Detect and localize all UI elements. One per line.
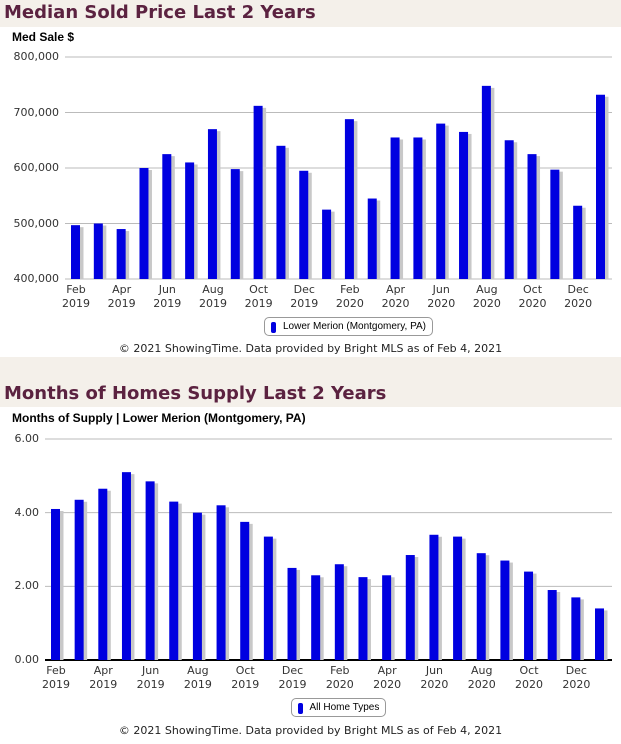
- bar: [230, 169, 240, 279]
- bar: [98, 488, 108, 660]
- bar: [263, 536, 273, 660]
- bar: [547, 590, 557, 660]
- x-tick-label: Jun 2020: [427, 283, 456, 310]
- bar: [436, 123, 446, 279]
- bar: [192, 512, 202, 660]
- axis-title: Med Sale $: [12, 30, 75, 44]
- x-tick-label: Oct 2020: [515, 664, 544, 691]
- bar: [596, 94, 605, 280]
- x-tick-label: Aug 2020: [467, 664, 496, 691]
- bar: [121, 472, 131, 660]
- x-tick-label: Oct 2020: [518, 283, 547, 310]
- x-tick-label: Feb 2019: [42, 664, 70, 691]
- x-tick-label: Dec 2019: [290, 283, 319, 310]
- x-tick-label: Dec 2019: [278, 664, 307, 691]
- bar: [253, 105, 263, 279]
- bar: [169, 501, 179, 660]
- x-tick-label: Apr 2020: [381, 283, 410, 310]
- bar: [405, 555, 415, 660]
- x-tick-label: Jun 2020: [420, 664, 449, 691]
- legend-label: Lower Merion (Montgomery, PA): [283, 321, 427, 332]
- bar: [334, 564, 344, 660]
- chart-title: Median Sold Price Last 2 Years: [4, 2, 316, 23]
- bar: [459, 131, 469, 279]
- footer: © 2021 ShowingTime. Data provided by Bri…: [118, 342, 503, 355]
- y-tick-label: 800,000: [13, 50, 60, 63]
- bar: [453, 536, 463, 660]
- bar: [390, 137, 400, 279]
- x-tick-label: Feb 2020: [325, 664, 354, 691]
- bar: [367, 198, 377, 279]
- bar: [571, 597, 581, 660]
- x-tick-label: Dec 2020: [562, 664, 591, 691]
- bar: [145, 481, 155, 660]
- bar: [322, 209, 332, 279]
- bar: [276, 145, 286, 279]
- y-tick-label: 0.00: [14, 653, 40, 666]
- bar: [240, 521, 250, 660]
- x-tick-label: Apr 2020: [373, 664, 402, 691]
- bar: [500, 560, 510, 660]
- bar: [344, 119, 354, 279]
- y-tick-label: 2.00: [14, 579, 40, 593]
- footer: © 2021 ShowingTime. Data provided by Bri…: [118, 724, 503, 737]
- axis-title: Months of Supply | Lower Merion (Montgom…: [12, 411, 306, 425]
- bar: [550, 169, 560, 279]
- legend: All Home Types: [290, 698, 387, 717]
- x-tick-label: Oct 2019: [244, 283, 273, 310]
- bar: [527, 154, 537, 279]
- legend-label: All Home Types: [309, 702, 380, 713]
- bar: [358, 577, 368, 660]
- x-tick-label: Aug 2019: [183, 664, 212, 691]
- bar: [207, 129, 217, 279]
- legend-swatch: [297, 703, 303, 714]
- bar: [382, 575, 392, 660]
- bar: [311, 575, 321, 660]
- bar: [504, 140, 514, 279]
- bar: [71, 225, 80, 279]
- bar: [162, 154, 172, 279]
- x-tick-label: Feb 2020: [335, 283, 364, 310]
- bar: [216, 505, 226, 660]
- bar: [299, 170, 309, 279]
- bar: [429, 534, 439, 660]
- y-tick-label: 6.00: [14, 432, 40, 445]
- legend-swatch: [271, 322, 276, 333]
- bar: [573, 205, 583, 279]
- x-tick-label: Apr 2019: [89, 664, 118, 691]
- x-tick-label: Jun 2019: [153, 283, 182, 310]
- x-tick-label: Jun 2019: [136, 664, 165, 691]
- bar: [93, 223, 103, 279]
- bar: [287, 567, 297, 660]
- bar: [413, 137, 423, 279]
- bar: [595, 608, 604, 660]
- bar: [116, 229, 126, 279]
- x-tick-label: Dec 2020: [564, 283, 593, 310]
- x-tick-label: Aug 2020: [472, 283, 501, 310]
- y-tick-label: 4.00: [14, 505, 40, 519]
- bar: [481, 85, 491, 279]
- bar: [524, 571, 534, 660]
- y-tick-label: 500,000: [13, 216, 60, 230]
- y-tick-label: 600,000: [13, 161, 60, 174]
- bar: [139, 168, 149, 279]
- bar: [185, 162, 195, 279]
- bar: [74, 499, 84, 660]
- chart-title: Months of Homes Supply Last 2 Years: [4, 383, 387, 404]
- x-tick-label: Apr 2019: [107, 283, 136, 310]
- x-tick-label: Feb 2019: [62, 283, 90, 310]
- bar: [51, 508, 60, 660]
- x-tick-label: Oct 2019: [231, 664, 260, 691]
- y-tick-label: 700,000: [13, 105, 60, 119]
- x-tick-label: Aug 2019: [198, 283, 227, 310]
- y-tick-label: 400,000: [13, 272, 60, 285]
- bar: [476, 553, 486, 660]
- legend: Lower Merion (Montgomery, PA): [264, 317, 434, 336]
